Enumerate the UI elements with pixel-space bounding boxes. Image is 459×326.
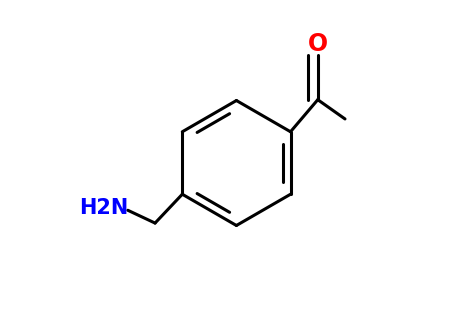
Text: O: O: [307, 32, 327, 56]
Text: H2N: H2N: [79, 198, 128, 218]
